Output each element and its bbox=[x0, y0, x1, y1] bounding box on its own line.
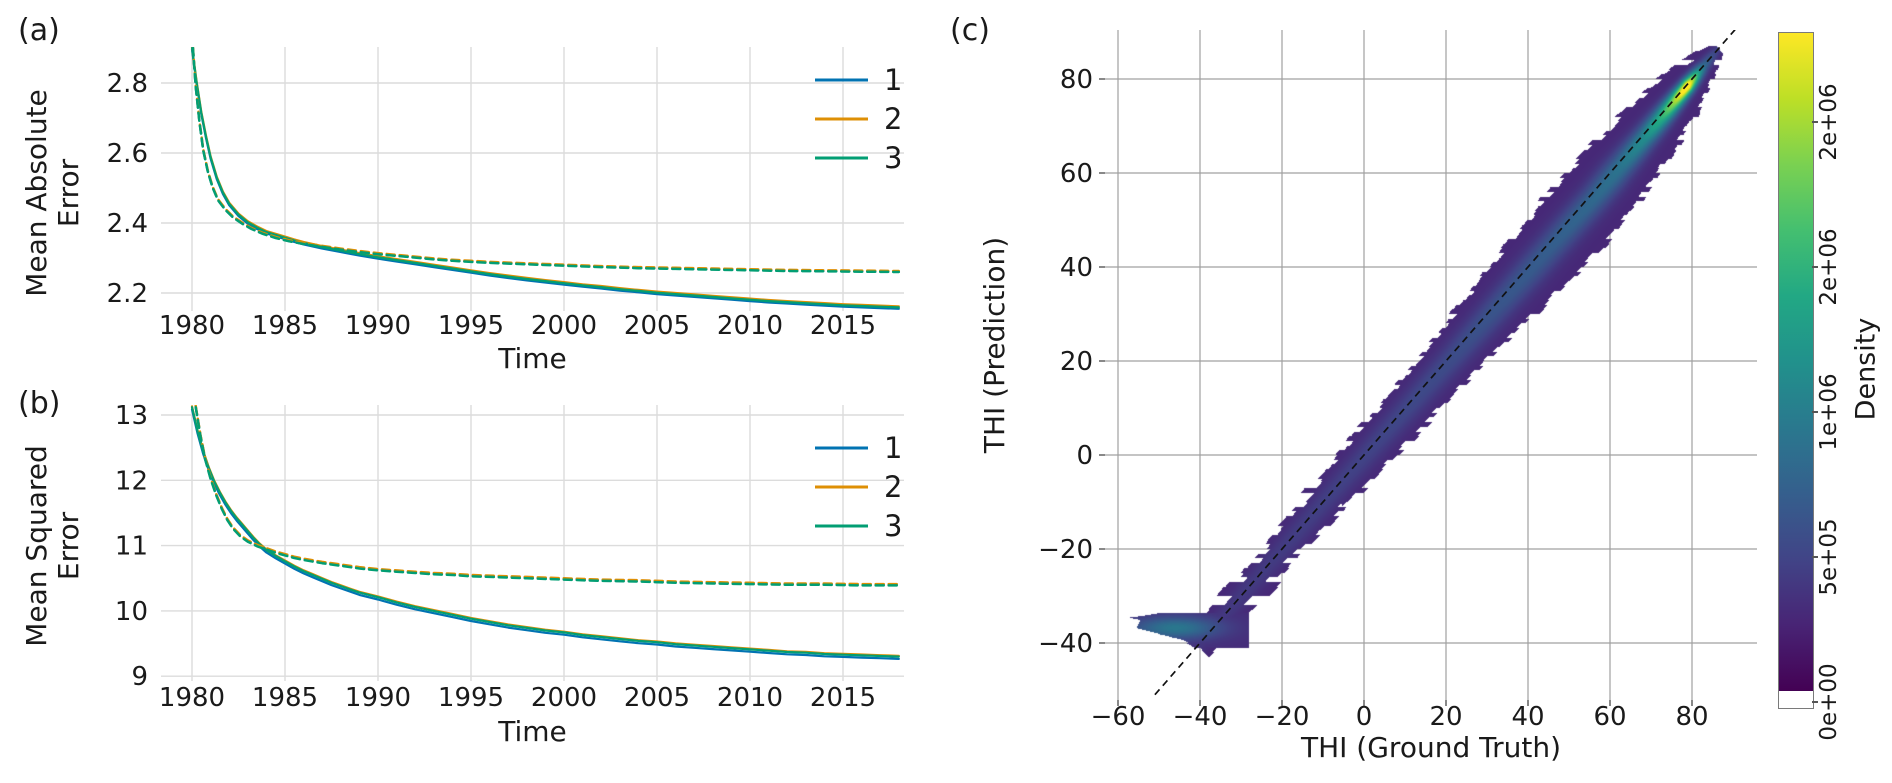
x-axis-label: THI (Ground Truth) bbox=[1300, 731, 1561, 764]
x-tick-label: 2000 bbox=[531, 311, 597, 341]
series-3-dashed-line bbox=[191, 47, 901, 274]
x-axis-label: Time bbox=[497, 715, 567, 748]
x-tick-label: 1980 bbox=[159, 311, 225, 341]
x-tick-label: 1995 bbox=[438, 683, 504, 713]
x-tick-label: 20 bbox=[1429, 702, 1462, 732]
density-heatmap-canvas bbox=[1105, 30, 1757, 700]
y-tick-label: 2.4 bbox=[107, 209, 148, 239]
panel-letter: (c) bbox=[950, 13, 990, 48]
colorbar-tick-label: 0e+00 bbox=[1816, 663, 1842, 741]
y-tick-label: 80 bbox=[1060, 65, 1093, 95]
x-axis-label: Time bbox=[497, 342, 567, 375]
y-axis-label-line1: Mean Squared bbox=[20, 445, 53, 647]
x-tick-label: 2000 bbox=[531, 683, 597, 713]
y-tick-label: −20 bbox=[1038, 535, 1093, 565]
panel-b: 1980 1985 1990 1995 2000 2005 2010 201591011121… bbox=[18, 386, 904, 748]
colorbar-tick-label: 2e+06 bbox=[1816, 83, 1842, 161]
legend-entry-label: 2 bbox=[884, 470, 902, 504]
y-tick-label: 2.6 bbox=[107, 139, 148, 169]
y-axis-label-line2: Error bbox=[52, 511, 85, 580]
legend-entry-label: 1 bbox=[884, 63, 902, 97]
x-tick-label: −60 bbox=[1091, 702, 1146, 732]
x-tick-label: 1985 bbox=[252, 311, 318, 341]
colorbar-tick-mark bbox=[1812, 121, 1818, 123]
x-tick-label: −20 bbox=[1255, 702, 1310, 732]
legend-entry-label: 3 bbox=[884, 141, 902, 175]
legend-entry-label: 3 bbox=[884, 509, 902, 543]
y-tick-label: 2.2 bbox=[107, 279, 148, 309]
x-tick-label: 1980 bbox=[159, 683, 225, 713]
x-tick-label: 0 bbox=[1356, 702, 1373, 732]
x-tick-label: 2015 bbox=[810, 683, 876, 713]
x-tick-label: 1995 bbox=[438, 311, 504, 341]
panel-letter: (a) bbox=[18, 13, 60, 48]
x-tick-label: 40 bbox=[1511, 702, 1544, 732]
colorbar-gradient bbox=[1778, 32, 1814, 709]
x-tick-label: 1985 bbox=[252, 683, 318, 713]
colorbar-tick-mark bbox=[1812, 556, 1818, 558]
y-tick-label: −40 bbox=[1038, 629, 1093, 659]
series-3-solid-line bbox=[190, 406, 900, 658]
legend: 1 2 3 bbox=[815, 431, 902, 543]
y-tick-label: 9 bbox=[131, 662, 148, 692]
colorbar-tick-mark bbox=[1812, 411, 1818, 413]
y-tick-label: 2.8 bbox=[107, 69, 148, 99]
colorbar-tick-mark bbox=[1812, 266, 1818, 268]
x-tick-label: 2005 bbox=[624, 683, 690, 713]
y-tick-label: 60 bbox=[1060, 159, 1093, 189]
series-1-solid-line bbox=[190, 408, 900, 660]
x-tick-label: 2010 bbox=[717, 683, 783, 713]
colorbar-colored-area bbox=[1779, 33, 1813, 691]
y-tick-label: 13 bbox=[115, 401, 148, 431]
colorbar-tick-mark bbox=[1812, 701, 1818, 703]
y-tick-label: 11 bbox=[115, 532, 148, 562]
panel-a: 1980 1985 1990 1995 2000 2005 2010 2015 2.2 2.4 2.… bbox=[18, 13, 904, 375]
legend: 1 2 3 bbox=[815, 63, 902, 175]
x-tick-label: 2010 bbox=[717, 311, 783, 341]
x-tick-label: 80 bbox=[1675, 702, 1708, 732]
x-tick-label: 2015 bbox=[810, 311, 876, 341]
legend-entry-label: 2 bbox=[884, 102, 902, 136]
x-tick-label: 2005 bbox=[624, 311, 690, 341]
y-axis-label: THI (Prediction) bbox=[978, 237, 1011, 454]
panel-letter: (b) bbox=[18, 386, 60, 421]
x-tick-label: 1990 bbox=[345, 311, 411, 341]
x-tick-label: 60 bbox=[1593, 702, 1626, 732]
y-tick-label: 40 bbox=[1060, 253, 1093, 283]
series-3-dashed-line bbox=[194, 405, 901, 587]
x-tick-label: 1990 bbox=[345, 683, 411, 713]
legend-entry-label: 1 bbox=[884, 431, 902, 465]
y-tick-label: 12 bbox=[115, 466, 148, 496]
colorbar-under-color-strip bbox=[1779, 691, 1813, 708]
y-tick-label: 20 bbox=[1060, 347, 1093, 377]
x-tick-label: −40 bbox=[1173, 702, 1228, 732]
identity-line bbox=[1154, 30, 1736, 696]
y-tick-label: 10 bbox=[115, 597, 148, 627]
colorbar-tick-label: 5e+05 bbox=[1816, 518, 1842, 596]
series-3-solid-line bbox=[190, 47, 900, 309]
colorbar-axis-label: Density bbox=[1850, 317, 1882, 421]
colorbar-tick-label: 2e+06 bbox=[1816, 228, 1842, 306]
y-tick-label: 0 bbox=[1076, 441, 1093, 471]
y-axis-label-line2: Error bbox=[52, 158, 85, 227]
y-axis-label-line1: Mean Absolute bbox=[20, 89, 53, 297]
colorbar-tick-label: 1e+06 bbox=[1816, 373, 1842, 451]
